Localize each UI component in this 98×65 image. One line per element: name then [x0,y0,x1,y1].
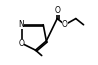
Text: N: N [19,20,24,29]
Text: O: O [62,20,68,29]
Text: O: O [55,6,61,15]
Text: O: O [19,39,24,48]
